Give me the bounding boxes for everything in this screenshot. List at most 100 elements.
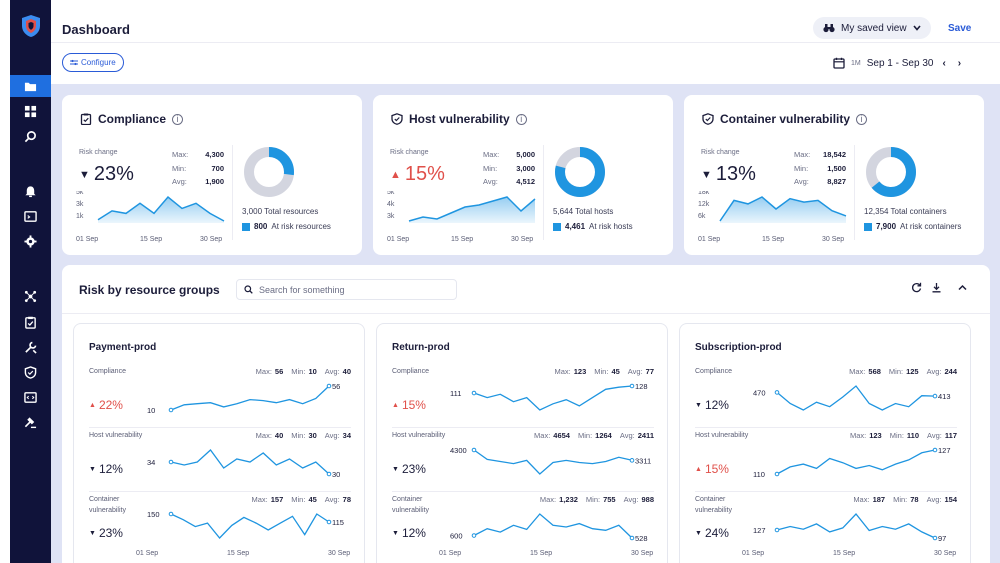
risk-change-value: ▲ 15% [390, 163, 445, 186]
risk-by-resource-groups: Risk by resource groups Search for somet… [62, 265, 990, 563]
arrow-up-icon: ▲ [392, 401, 399, 409]
stat-min: Min: 30 [291, 431, 317, 440]
metric-change-value: 12% [401, 526, 426, 540]
sparkline-start-point [774, 390, 780, 395]
group-metric: Container vulnerability Max: 187 Min: 78 Avg:… [695, 494, 957, 558]
group-metric: Compliance Max: 123 Min: 45 Avg: 77 ▲ 15% 111 128 [392, 366, 654, 430]
stat-min-value: 1,500 [827, 163, 846, 173]
risk-change-label: Risk change [390, 149, 429, 156]
x-tick-label: 01 Sep [439, 550, 462, 557]
sidebar-item-compliance[interactable] [10, 311, 51, 333]
stat-avg-value: 154 [944, 495, 957, 504]
stat-max: Max: 123 [849, 431, 882, 440]
configure-button[interactable]: Configure [62, 53, 124, 72]
sparkline-chart: 34 30 [147, 449, 340, 479]
sidebar-item-security[interactable] [10, 361, 51, 383]
metric-change: ▼ 23% [89, 526, 123, 540]
y-tick-label: 1k [76, 213, 84, 220]
stat-max-value: 5,000 [516, 150, 535, 159]
y-tick-label: 6k [698, 213, 706, 220]
sidebar-item-apps[interactable] [10, 100, 51, 122]
stat-max-label: Max: [172, 150, 189, 159]
sidebar-item-network[interactable] [10, 285, 51, 307]
total-label: Total resources [264, 207, 319, 216]
kpi-title-label: Container vulnerability [720, 112, 851, 126]
metric-label: Host vulnerability [392, 432, 446, 439]
kpi-title: Host vulnerability i [391, 112, 527, 126]
kpi-stats: Max: 5,000 Min: 3,000 Avg: 4,512 [483, 148, 535, 189]
sidebar-item-code[interactable] [10, 386, 51, 408]
stat-max-value: 40 [274, 431, 284, 440]
stat-max-value: 568 [868, 367, 881, 376]
x-tick-label: 15 Sep [833, 550, 856, 557]
donut-chart [866, 147, 916, 197]
stat-avg: Avg: 4,512 [483, 175, 535, 189]
sparkline-line [473, 385, 633, 411]
metric-label: Compliance [392, 368, 429, 375]
refresh-icon[interactable] [911, 282, 922, 293]
sparkline-end-point [629, 535, 635, 541]
sparkline-start-label: 34 [147, 458, 155, 467]
search-icon [244, 285, 253, 294]
sparkline-end-point [326, 519, 332, 525]
stat-min-value: 110 [906, 431, 920, 440]
metric-change: ▲ 15% [392, 398, 426, 412]
sparkline-end-label: 56 [332, 382, 340, 391]
sidebar-item-settings[interactable] [10, 230, 51, 252]
sparkline-start-label: 600 [450, 532, 463, 541]
stat-min-value: 30 [308, 431, 317, 440]
sidebar-item-search[interactable] [10, 125, 51, 147]
download-icon[interactable] [931, 282, 942, 293]
sidebar-item-dashboard[interactable] [10, 75, 51, 97]
sparkline-start-point [471, 533, 477, 538]
metric-change: ▲ 15% [695, 462, 729, 476]
donut-at-risk-slice [555, 147, 605, 197]
stat-min: Min: 110 [889, 431, 920, 440]
date-granularity: 1M [851, 59, 861, 67]
stat-avg: Avg: 244 [926, 367, 957, 376]
stat-avg-label: Avg: [172, 177, 187, 186]
metric-divider [695, 427, 957, 428]
area-fill [98, 197, 224, 223]
at-risk-label: At risk containers [900, 222, 962, 231]
search-input[interactable]: Search for something [236, 279, 457, 300]
save-button[interactable]: Save [948, 23, 972, 34]
sidebar-item-tools[interactable] [10, 336, 51, 358]
stat-avg-label: Avg: [483, 177, 498, 186]
risk-section-divider [62, 313, 990, 314]
donut-chart [244, 147, 294, 197]
sidebar-item-alerts[interactable] [10, 180, 51, 202]
sparkline-start-label: 111 [450, 389, 461, 398]
saved-view-dropdown[interactable]: My saved view [813, 17, 931, 39]
metric-change-value: 22% [98, 398, 123, 412]
area-line [97, 195, 225, 222]
arrow-down-icon: ▼ [695, 529, 702, 537]
stat-min-value: 3,000 [516, 163, 535, 173]
donut-at-risk-slice [244, 147, 294, 197]
sidebar-item-audit[interactable] [10, 411, 51, 433]
sparkline-line [473, 449, 633, 475]
risk-change-label: Risk change [701, 149, 740, 156]
kpi-card: Container vulnerability i Risk change ▼ 13% M… [684, 95, 984, 255]
total-value: 12,354 [864, 207, 889, 216]
x-tick-label: 15 Sep [762, 236, 784, 243]
content-area: Compliance i Risk change ▼ 23% Max: 4,300 Min: 7… [51, 84, 1000, 563]
sidebar-item-terminal[interactable] [10, 205, 51, 227]
kpi-stats: Max: 18,542 Min: 1,500 Avg: 8,827 [794, 148, 846, 189]
date-prev-chevron-icon[interactable]: ‹ [942, 57, 946, 69]
stat-max: Max: 5,000 [483, 148, 535, 162]
stat-min: Min: 45 [291, 495, 317, 504]
risk-change-label: Risk change [79, 149, 118, 156]
chevron-up-icon[interactable] [957, 282, 968, 293]
stat-avg-value: 40 [342, 367, 351, 376]
sparkline-end-point [629, 458, 635, 463]
date-next-chevron-icon[interactable]: › [957, 57, 962, 69]
folder-icon [24, 82, 37, 91]
date-range-picker[interactable]: 1M Sep 1 - Sep 30 ‹ › [833, 53, 964, 73]
stat-min: Min: 755 [585, 495, 616, 504]
risk-section-title: Risk by resource groups [79, 283, 220, 297]
sparkline-chart: 600 528 [450, 513, 648, 543]
total-label: Total containers [890, 207, 947, 216]
stat-min-value: 755 [603, 495, 616, 504]
stat-avg: Avg: 77 [627, 367, 654, 376]
